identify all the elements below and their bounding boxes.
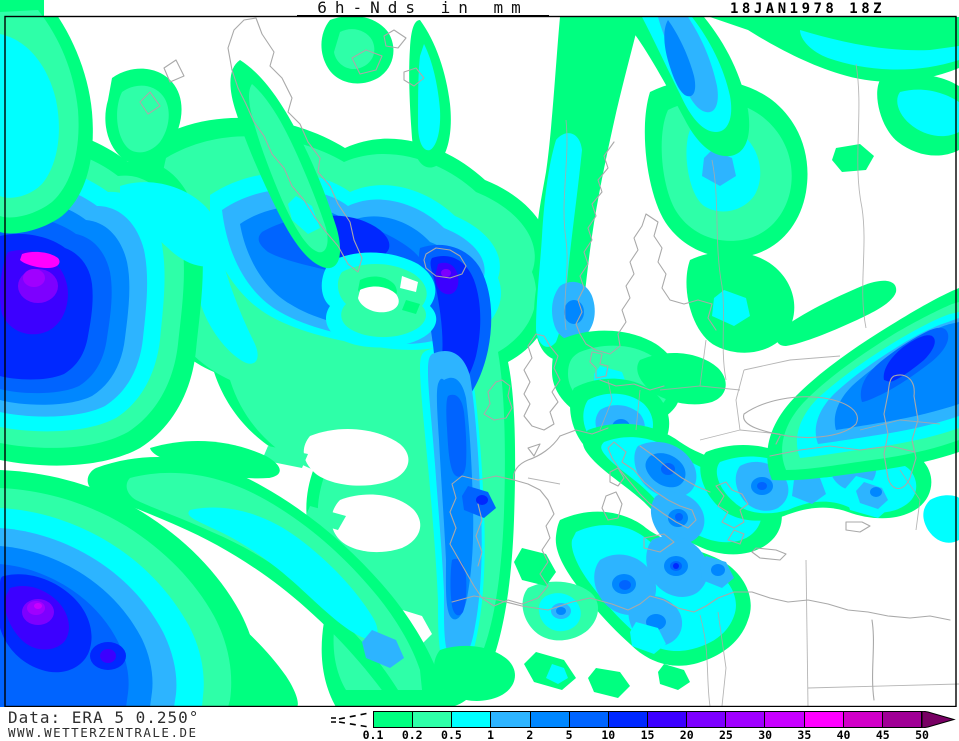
legend-tick-label: 2: [526, 728, 534, 741]
legend-tick-label: 10: [601, 728, 616, 741]
legend-cell: [804, 712, 844, 727]
precipitation-field: [0, 0, 959, 707]
legend-tick-label: 50: [915, 728, 929, 741]
legend-overflow-arrow: [922, 711, 956, 728]
legend-tick-label: 20: [679, 728, 694, 741]
title-strip: [44, 0, 959, 16]
legend-bar: [373, 711, 922, 728]
legend-tick-label: 45: [875, 728, 890, 741]
map-timestamp: 18JAN1978 18Z: [730, 1, 886, 17]
trace-funnel-icon: [331, 712, 370, 728]
legend-tick-label: 5: [565, 728, 573, 741]
legend-tick-label: 30: [758, 728, 773, 741]
legend-cell: [843, 712, 883, 727]
footer: Data: ERA 5 0.250° WWW.WETTERZENTRALE.DE…: [0, 707, 959, 741]
coastlines: [139, 17, 951, 701]
legend-cell: [726, 712, 766, 727]
data-source-label: Data: ERA 5 0.250°: [8, 708, 200, 727]
legend-cell: [647, 712, 688, 727]
legend-cell: [452, 712, 492, 727]
legend-tick-label: 25: [718, 728, 733, 741]
map-canvas: [0, 0, 959, 707]
legend-tick-label: 0.2: [401, 728, 423, 741]
legend-tick-label: 40: [836, 728, 851, 741]
legend-cell: [765, 712, 805, 727]
legend-tick-label: 35: [797, 728, 812, 741]
legend-cell: [882, 712, 921, 727]
legend-tick-label: 1: [487, 728, 495, 741]
legend-cell: [687, 712, 727, 727]
country-borders: [527, 63, 959, 707]
legend-tick-label: 0.5: [441, 728, 462, 741]
legend-cell: [608, 712, 648, 727]
legend-ticks: 0.1 0.2 0.5 1 2 5 10 15 20 25 30 35 40 45 50: [363, 728, 953, 741]
legend-cell: [413, 712, 453, 727]
website-label: WWW.WETTERZENTRALE.DE: [8, 725, 198, 740]
legend-cell: [569, 712, 609, 727]
legend-tick-label: 0.1: [362, 728, 384, 741]
legend-cell: [374, 712, 414, 727]
map-frame: [4, 15, 957, 707]
legend-tick-label: 15: [640, 728, 655, 741]
map-title: 6h-Nds in mm: [297, 0, 549, 16]
legend-cell: [530, 712, 570, 727]
legend-cell: [491, 712, 531, 727]
